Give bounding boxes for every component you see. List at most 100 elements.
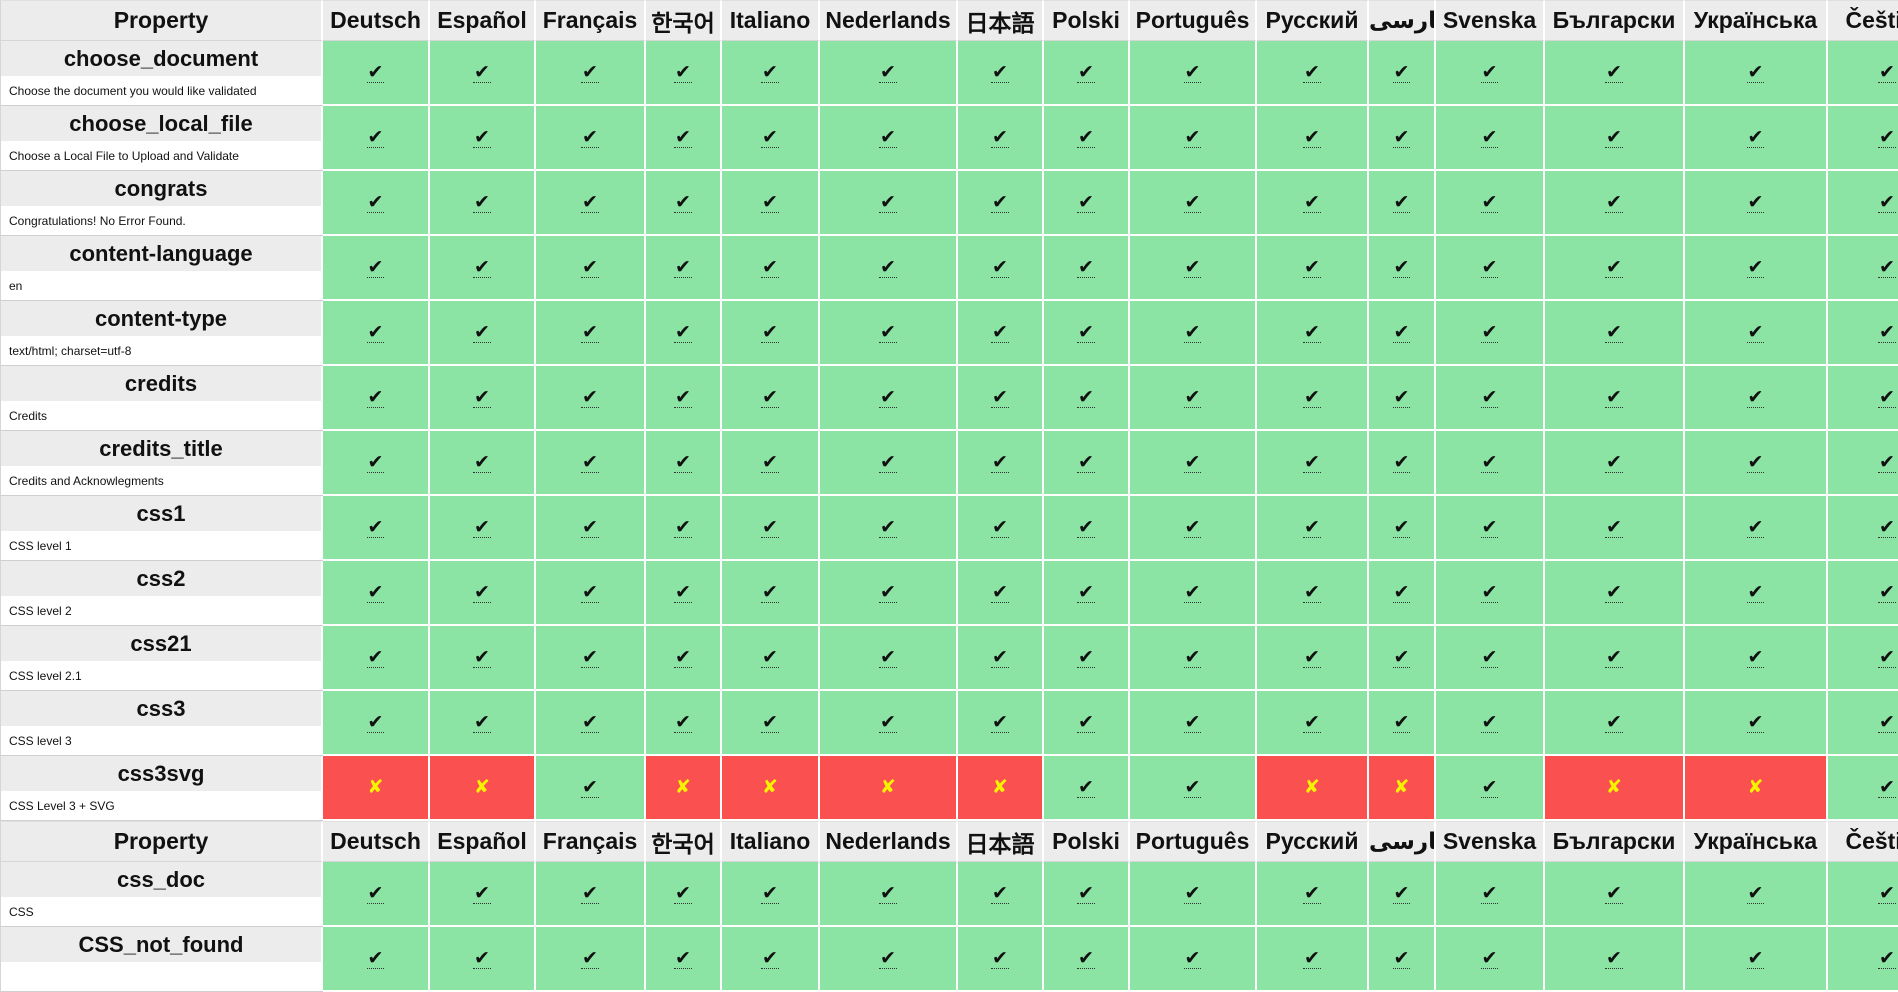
translated-cell[interactable]: ✔	[323, 862, 430, 927]
checkmark-icon[interactable]: ✔	[991, 256, 1009, 278]
checkmark-icon[interactable]: ✔	[1605, 947, 1623, 969]
translated-cell[interactable]: ✔	[1130, 106, 1257, 171]
language-column-header[interactable]: Čeština	[1828, 0, 1898, 41]
translated-cell[interactable]: ✔	[1828, 301, 1898, 366]
translated-cell[interactable]: ✔	[1257, 561, 1369, 626]
checkmark-icon[interactable]: ✔	[1480, 882, 1499, 904]
checkmark-icon[interactable]: ✔	[1480, 61, 1499, 83]
translated-cell[interactable]: ✔	[323, 106, 430, 171]
translated-cell[interactable]: ✔	[1044, 106, 1130, 171]
checkmark-icon[interactable]: ✔	[1605, 386, 1623, 408]
checkmark-icon[interactable]: ✔	[473, 646, 491, 668]
checkmark-icon[interactable]: ✔	[879, 386, 897, 408]
translated-cell[interactable]: ✔	[430, 927, 536, 992]
translated-cell[interactable]: ✔	[1436, 301, 1545, 366]
checkmark-icon[interactable]: ✔	[473, 126, 491, 148]
checkmark-icon[interactable]: ✔	[581, 581, 599, 603]
translated-cell[interactable]: ✔	[536, 862, 646, 927]
translated-cell[interactable]: ✔	[1044, 301, 1130, 366]
translated-cell[interactable]: ✔	[1369, 862, 1436, 927]
checkmark-icon[interactable]: ✔	[991, 61, 1009, 83]
checkmark-icon[interactable]: ✔	[1878, 581, 1896, 603]
translated-cell[interactable]: ✔	[1685, 106, 1828, 171]
translated-cell[interactable]: ✔	[536, 41, 646, 106]
checkmark-icon[interactable]: ✔	[1077, 646, 1095, 668]
translated-cell[interactable]: ✔	[1369, 301, 1436, 366]
checkmark-icon[interactable]: ✔	[1303, 711, 1321, 733]
translated-cell[interactable]: ✔	[646, 301, 722, 366]
checkmark-icon[interactable]: ✔	[674, 321, 692, 343]
translated-cell[interactable]: ✔	[430, 236, 536, 301]
translated-cell[interactable]: ✔	[958, 496, 1044, 561]
checkmark-icon[interactable]: ✔	[581, 711, 599, 733]
checkmark-icon[interactable]: ✔	[581, 321, 599, 343]
translated-cell[interactable]: ✔	[646, 691, 722, 756]
checkmark-icon[interactable]: ✔	[761, 191, 779, 213]
translated-cell[interactable]: ✔	[323, 691, 430, 756]
checkmark-icon[interactable]: ✔	[366, 126, 385, 148]
checkmark-icon[interactable]: ✔	[1077, 191, 1095, 213]
translated-cell[interactable]: ✔	[820, 236, 958, 301]
translated-cell[interactable]: ✔	[1828, 236, 1898, 301]
translated-cell[interactable]: ✔	[1545, 171, 1685, 236]
checkmark-icon[interactable]: ✔	[366, 321, 385, 343]
translated-cell[interactable]: ✔	[1685, 496, 1828, 561]
language-column-header[interactable]: Українська	[1685, 821, 1828, 862]
translated-cell[interactable]: ✔	[1828, 756, 1898, 821]
translated-cell[interactable]: ✔	[323, 927, 430, 992]
translated-cell[interactable]: ✔	[646, 626, 722, 691]
checkmark-icon[interactable]: ✔	[674, 516, 692, 538]
checkmark-icon[interactable]: ✔	[761, 451, 779, 473]
missing-cell[interactable]: ✘	[722, 756, 820, 821]
checkmark-icon[interactable]: ✔	[674, 646, 692, 668]
checkmark-icon[interactable]: ✔	[1077, 776, 1095, 798]
checkmark-icon[interactable]: ✔	[1878, 256, 1896, 278]
property-column-header[interactable]: Property	[0, 821, 323, 862]
checkmark-icon[interactable]: ✔	[1303, 321, 1321, 343]
translated-cell[interactable]: ✔	[1257, 691, 1369, 756]
checkmark-icon[interactable]: ✔	[1605, 126, 1623, 148]
checkmark-icon[interactable]: ✔	[1077, 882, 1095, 904]
missing-cell[interactable]: ✘	[820, 756, 958, 821]
translated-cell[interactable]: ✔	[1828, 626, 1898, 691]
checkmark-icon[interactable]: ✔	[1183, 451, 1202, 473]
checkmark-icon[interactable]: ✔	[1183, 126, 1202, 148]
translated-cell[interactable]: ✔	[820, 626, 958, 691]
checkmark-icon[interactable]: ✔	[581, 191, 599, 213]
checkmark-icon[interactable]: ✔	[1878, 947, 1896, 969]
checkmark-icon[interactable]: ✔	[1303, 516, 1321, 538]
translated-cell[interactable]: ✔	[1130, 301, 1257, 366]
translated-cell[interactable]: ✔	[323, 171, 430, 236]
checkmark-icon[interactable]: ✔	[674, 882, 692, 904]
translated-cell[interactable]: ✔	[958, 301, 1044, 366]
translated-cell[interactable]: ✔	[722, 236, 820, 301]
translated-cell[interactable]: ✔	[1436, 431, 1545, 496]
language-column-header[interactable]: 日本語	[958, 0, 1044, 41]
checkmark-icon[interactable]: ✔	[1183, 776, 1202, 798]
translated-cell[interactable]: ✔	[1828, 366, 1898, 431]
checkmark-icon[interactable]: ✔	[473, 321, 491, 343]
translated-cell[interactable]: ✔	[536, 431, 646, 496]
translated-cell[interactable]: ✔	[1044, 561, 1130, 626]
checkmark-icon[interactable]: ✔	[581, 947, 599, 969]
checkmark-icon[interactable]: ✔	[1878, 646, 1896, 668]
translated-cell[interactable]: ✔	[722, 366, 820, 431]
translated-cell[interactable]: ✔	[536, 756, 646, 821]
language-column-header[interactable]: Polski	[1044, 821, 1130, 862]
checkmark-icon[interactable]: ✔	[1183, 256, 1202, 278]
checkmark-icon[interactable]: ✔	[1878, 516, 1896, 538]
translated-cell[interactable]: ✔	[430, 691, 536, 756]
checkmark-icon[interactable]: ✔	[1878, 776, 1896, 798]
translated-cell[interactable]: ✔	[1545, 496, 1685, 561]
checkmark-icon[interactable]: ✔	[674, 256, 692, 278]
checkmark-icon[interactable]: ✔	[581, 776, 599, 798]
checkmark-icon[interactable]: ✔	[1878, 61, 1896, 83]
checkmark-icon[interactable]: ✔	[581, 516, 599, 538]
checkmark-icon[interactable]: ✔	[1480, 516, 1499, 538]
language-column-header[interactable]: Русский	[1257, 821, 1369, 862]
checkmark-icon[interactable]: ✔	[1746, 947, 1765, 969]
checkmark-icon[interactable]: ✔	[761, 947, 779, 969]
cross-icon[interactable]: ✘	[367, 776, 384, 798]
translated-cell[interactable]: ✔	[958, 862, 1044, 927]
missing-cell[interactable]: ✘	[1369, 756, 1436, 821]
